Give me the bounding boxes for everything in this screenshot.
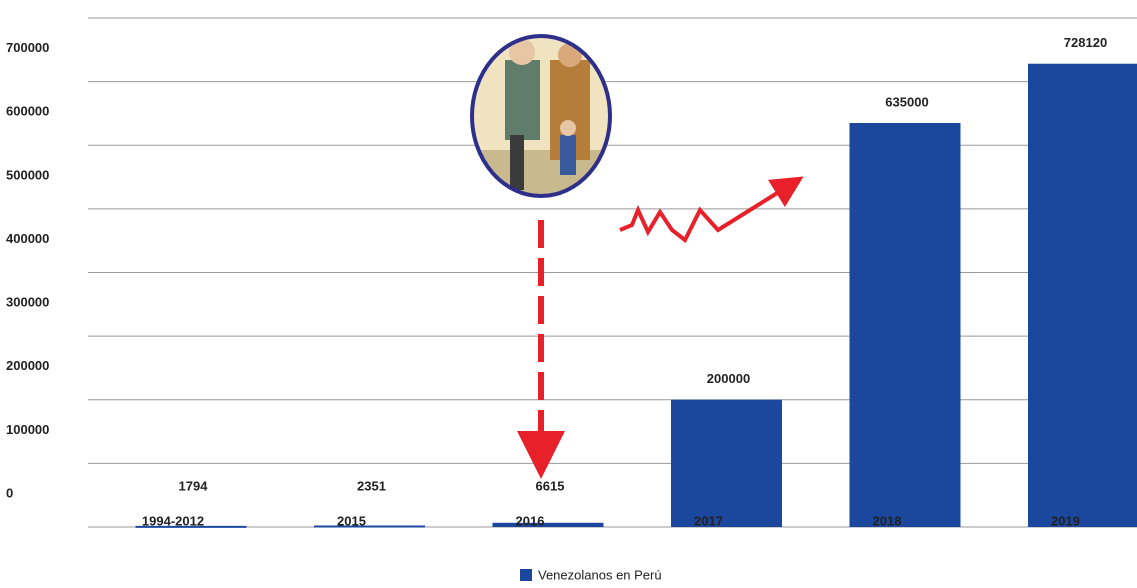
bar (135, 525, 247, 528)
data-label: 728120 (1064, 35, 1107, 50)
y-tick-label: 500000 (6, 167, 49, 182)
data-label: 200000 (707, 371, 750, 386)
y-tick-label: 700000 (6, 40, 49, 55)
data-label: 635000 (885, 94, 928, 109)
y-tick-label: 600000 (6, 104, 49, 119)
plot: 0 100000 200000 300000 400000 500000 600000 700… (6, 17, 1137, 528)
bar (849, 122, 961, 527)
illustration (470, 34, 612, 198)
bar (314, 525, 425, 528)
x-tick-label: 2018 (873, 513, 902, 528)
y-tick-label: 400000 (6, 231, 49, 246)
y-tick-label: 0 (6, 485, 13, 500)
data-label: 2351 (357, 478, 386, 493)
x-tick-label: 2016 (516, 513, 545, 528)
y-tick-label: 100000 (6, 422, 49, 437)
x-tick-label: 2019 (1051, 513, 1080, 528)
legend: Venezolanos en Perú (520, 567, 662, 582)
data-label: 6615 (536, 478, 565, 493)
bar (492, 522, 604, 527)
legend-swatch (520, 569, 532, 581)
y-tick-label: 300000 (6, 295, 49, 310)
bar (671, 399, 782, 527)
legend-label: Venezolanos en Perú (538, 567, 662, 582)
zigzag-arrow (619, 176, 804, 244)
data-label: 1794 (179, 478, 209, 493)
y-tick-label: 200000 (6, 358, 49, 373)
x-tick-label: 2017 (694, 513, 723, 528)
bar (1028, 63, 1137, 528)
x-tick-label: 2015 (337, 513, 366, 528)
x-tick-label: 1994-2012 (142, 513, 204, 528)
